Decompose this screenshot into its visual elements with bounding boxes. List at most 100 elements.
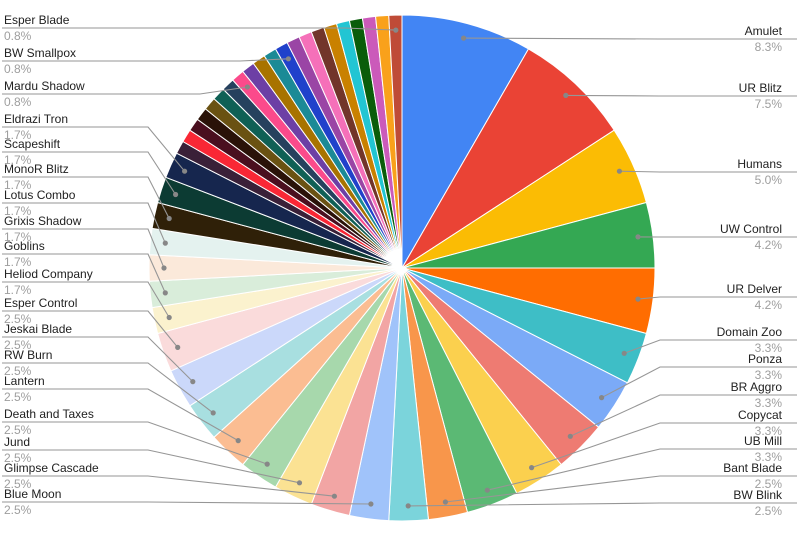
pie-label-pct-domain-zoo: 3.3% — [754, 341, 782, 355]
pie-label-ponza: Ponza — [747, 352, 782, 366]
leader-dot-domain-zoo — [621, 350, 627, 356]
leader-line-domain-zoo — [624, 339, 797, 354]
pie-label-bant-blade: Bant Blade — [723, 461, 782, 475]
pie-slice-amulet[interactable] — [401, 14, 530, 270]
leader-dot-death-and-taxes — [264, 461, 270, 467]
leader-line-ub-mill — [487, 448, 797, 491]
leader-line-humans — [619, 170, 797, 173]
leader-line-esper-blade — [2, 27, 396, 31]
pie-label-lantern: Lantern — [4, 374, 45, 388]
leader-dot-scapeshift — [173, 191, 179, 198]
pie-label-pct-br-aggro: 3.3% — [754, 396, 782, 410]
leader-dot-humans — [616, 168, 623, 174]
leader-dot-ur-blitz — [563, 92, 569, 98]
pie-label-glimpse-cascade: Glimpse Cascade — [4, 461, 99, 475]
leader-dot-heliod-company — [166, 314, 172, 321]
pie-label-death-and-taxes: Death and Taxes — [4, 407, 94, 421]
pie-label-pct-bw-smallpox: 0.8% — [4, 62, 32, 76]
pie-label-lotus-combo: Lotus Combo — [4, 188, 76, 202]
leader-dot-eldrazi-tron — [182, 168, 188, 174]
leader-dot-bant-blade — [442, 499, 448, 505]
pie-label-pct-rw-burn: 2.5% — [4, 364, 32, 378]
pie-label-pct-jeskai-blade: 2.5% — [4, 338, 32, 352]
pie-label-pct-esper-blade: 0.8% — [4, 29, 32, 43]
pie-label-pct-bant-blade: 2.5% — [754, 477, 782, 491]
leader-line-jeskai-blade — [2, 336, 194, 382]
pie-label-esper-blade: Esper Blade — [4, 13, 70, 27]
leader-line-ponza — [601, 366, 797, 399]
pie-label-pct-glimpse-cascade: 2.5% — [4, 477, 32, 491]
pie-label-jeskai-blade: Jeskai Blade — [4, 322, 73, 336]
leader-dot-esper-blade — [393, 27, 399, 33]
leader-dot-glimpse-cascade — [331, 493, 337, 499]
pie-label-pct-ur-delver: 4.2% — [754, 298, 782, 312]
pie-label-amulet: Amulet — [744, 24, 782, 38]
pie-slice-ur-blitz[interactable] — [401, 48, 615, 269]
leader-line-mardu-shadow — [2, 86, 248, 95]
leader-dot-jeskai-blade — [190, 379, 196, 385]
leader-line-scapeshift — [2, 151, 177, 195]
pie-label-grixis-shadow: Grixis Shadow — [4, 214, 82, 228]
leader-dot-rw-burn — [210, 410, 216, 416]
pie-label-pct-ur-blitz: 7.5% — [754, 97, 782, 111]
leader-line-ur-delver — [637, 296, 797, 300]
leader-dot-jund — [296, 480, 303, 486]
pie-label-pct-ub-mill: 3.3% — [754, 450, 782, 464]
leader-line-br-aggro — [570, 394, 797, 437]
pie-label-mardu-shadow: Mardu Shadow — [4, 79, 85, 93]
pie-label-eldrazi-tron: Eldrazi Tron — [4, 112, 69, 126]
pie-label-esper-control: Esper Control — [4, 296, 78, 310]
pie-label-pct-monor-blitz: 1.7% — [4, 178, 32, 192]
pie-label-pct-esper-control: 2.5% — [4, 312, 32, 326]
leader-line-esper-control — [2, 310, 179, 348]
pie-label-pct-blue-moon: 2.5% — [4, 503, 32, 517]
leader-dot-copycat — [529, 465, 535, 471]
pie-slice-esper-blade[interactable] — [388, 14, 403, 269]
leader-line-grixis-shadow — [2, 228, 165, 269]
leader-line-death-and-taxes — [2, 421, 268, 465]
leader-dot-bw-blink — [405, 503, 411, 509]
pie-label-pct-death-and-taxes: 2.5% — [4, 423, 32, 437]
pie-label-pct-eldrazi-tron: 1.7% — [4, 128, 32, 142]
pie-label-copycat: Copycat — [737, 408, 782, 422]
leader-dot-bw-smallpox — [285, 56, 291, 62]
pie-label-ur-blitz: UR Blitz — [738, 81, 782, 95]
leader-dot-lantern — [235, 438, 241, 444]
leader-dot-br-aggro — [567, 433, 573, 439]
leader-dot-blue-moon — [368, 501, 374, 507]
pie-label-pct-heliod-company: 1.7% — [4, 283, 32, 297]
leader-line-heliod-company — [2, 281, 170, 318]
leader-line-goblins — [2, 253, 166, 294]
leader-line-monor-blitz — [2, 176, 170, 219]
pie-label-pct-scapeshift: 1.7% — [4, 153, 32, 167]
leader-line-bw-blink — [408, 502, 797, 507]
pie-label-jund: Jund — [4, 435, 31, 449]
pie-label-blue-moon: Blue Moon — [4, 487, 62, 501]
leader-line-blue-moon — [2, 501, 371, 505]
leader-line-bw-smallpox — [2, 58, 289, 62]
leader-line-jund — [2, 449, 300, 484]
leader-line-lantern — [2, 388, 239, 442]
leader-dot-goblins — [162, 290, 168, 296]
pie-label-uw-control: UW Control — [719, 222, 782, 236]
leader-line-rw-burn — [2, 362, 214, 414]
pie-label-goblins: Goblins — [4, 239, 45, 253]
pie-label-pct-mardu-shadow: 0.8% — [4, 95, 32, 109]
leader-dot-monor-blitz — [166, 215, 172, 222]
leader-line-bant-blade — [445, 475, 797, 503]
pie-label-pct-humans: 5.0% — [754, 173, 782, 187]
pie-label-humans: Humans — [737, 157, 782, 171]
pie-label-scapeshift: Scapeshift — [4, 137, 61, 151]
leader-dot-ur-delver — [635, 296, 641, 302]
pie-label-monor-blitz: MonoR Blitz — [4, 162, 69, 176]
leader-dot-uw-control — [635, 234, 641, 240]
pie-label-bw-smallpox: BW Smallpox — [4, 46, 77, 60]
leader-dot-amulet — [461, 35, 467, 41]
pie-label-domain-zoo: Domain Zoo — [716, 325, 782, 339]
leader-dot-mardu-shadow — [244, 84, 250, 90]
pie-label-bw-blink: BW Blink — [733, 488, 782, 502]
pie-label-pct-lantern: 2.5% — [4, 390, 32, 404]
leader-line-amulet — [463, 37, 797, 40]
